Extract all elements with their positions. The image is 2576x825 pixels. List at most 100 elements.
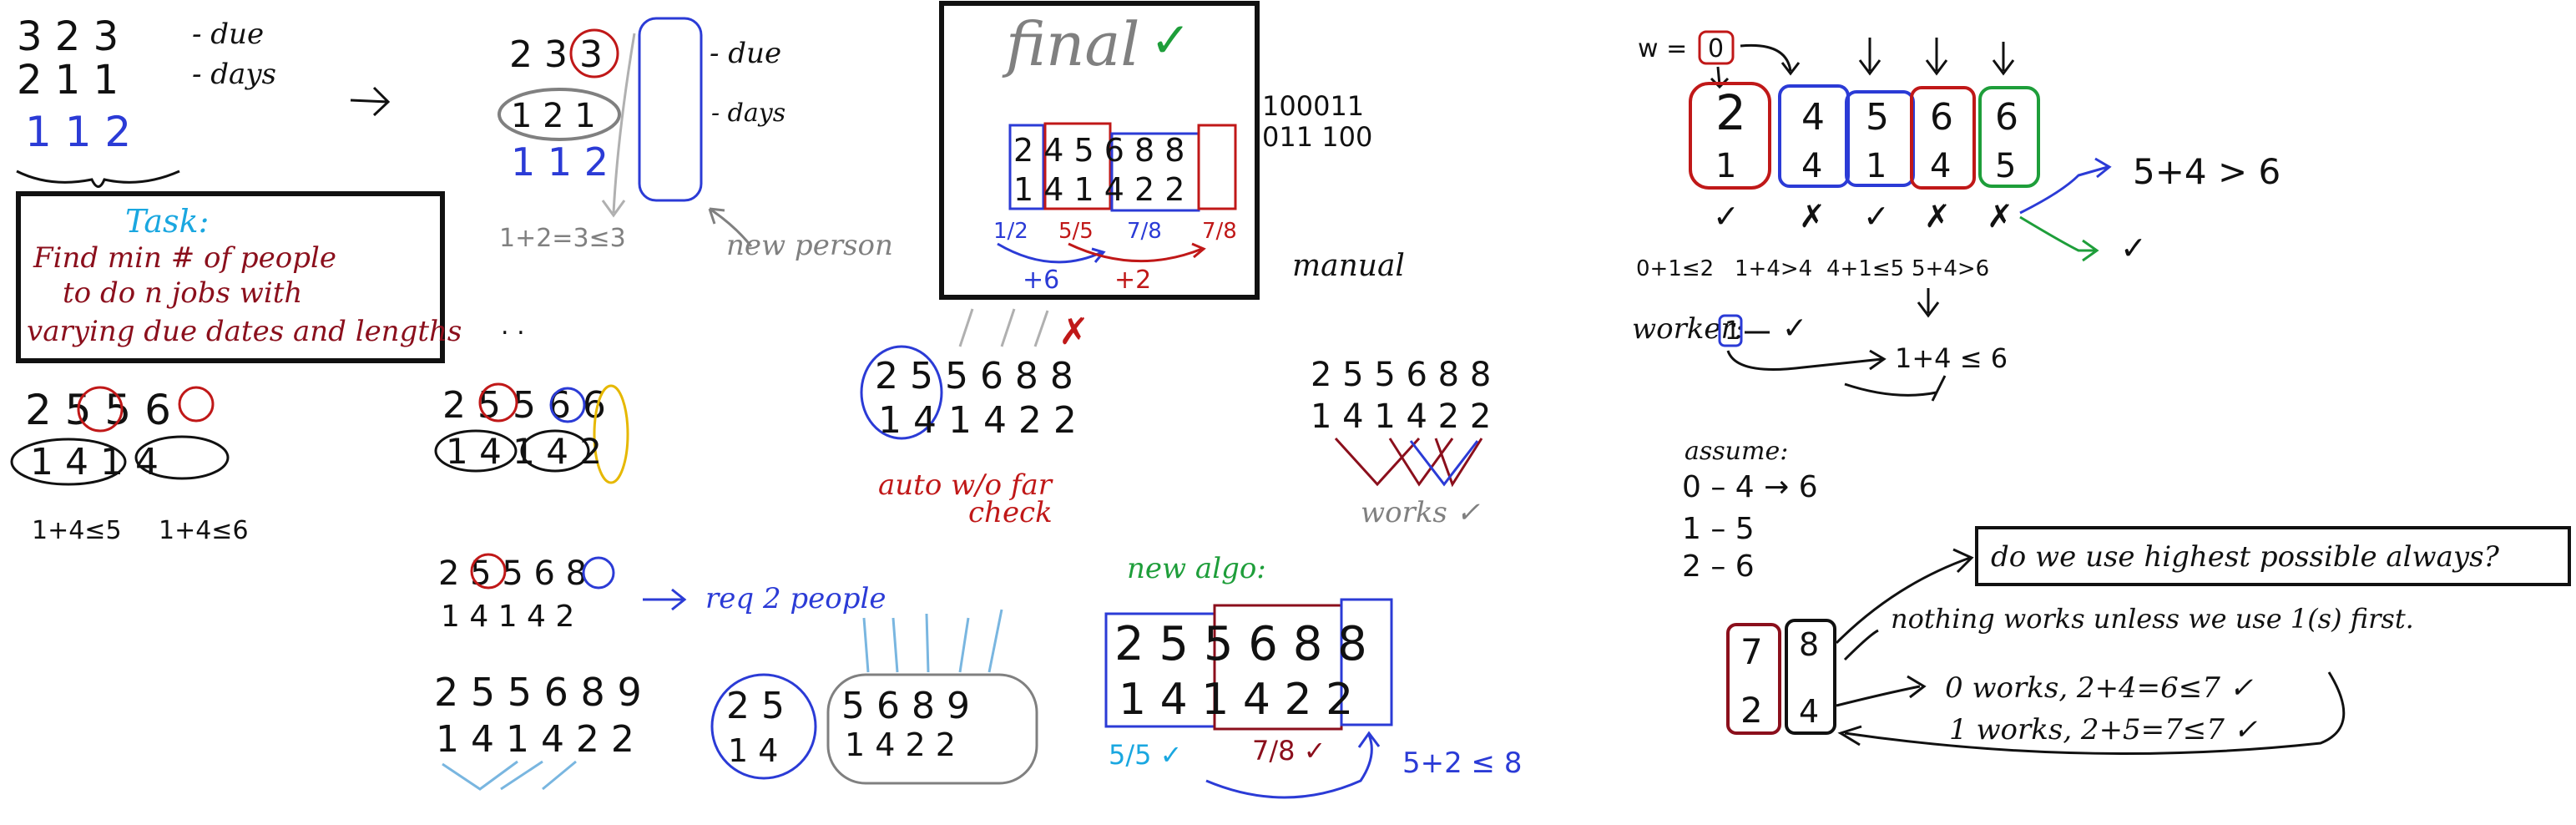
group-b-days: 1 4 2 2 [845, 726, 956, 763]
arrow-down-icon [1992, 42, 2015, 76]
job-due-4: 6 [1995, 96, 2018, 139]
left-section: 3 2 3 - due 2 1 1 - days 1 1 2 Task: Fin… [10, 13, 462, 545]
nothing-works-text: nothing works unless we use 1(s) first. [1891, 603, 2414, 635]
due-row: 3 2 3 [17, 13, 119, 60]
group-ellipse [498, 88, 621, 141]
algo-sum: 5+2 ≤ 8 [1402, 747, 1523, 780]
cross-mark: ✗ [1058, 311, 1089, 353]
group-a-days: 1 4 [728, 732, 778, 769]
question-box [1975, 526, 2571, 586]
underline-arrow [1844, 375, 1947, 402]
worker-label: worker: [1632, 312, 1744, 346]
worker-value: 1 [1725, 316, 1740, 346]
seq4-days: 1 4 1 4 2 2 [436, 718, 634, 761]
bracket [1340, 598, 1393, 726]
assume-label: assume: [1685, 437, 1788, 466]
slack-row: 1 1 2 [25, 108, 131, 156]
final-due: 2 4 5 6 8 8 [1013, 132, 1184, 169]
pointer-lines [862, 609, 1003, 673]
zero-works-text: 0 works, 2+4=6≤7 ✓ [1945, 671, 2253, 705]
job-due-1: 4 [1801, 96, 1825, 139]
group-b-due: 5 6 8 9 [841, 685, 970, 727]
job-days-2: 1 [1866, 147, 1887, 185]
job-mark-4: ✗ [1987, 198, 2013, 235]
link-lines [1334, 437, 1483, 488]
check-3: 5+4>6 [1912, 256, 1989, 281]
job-due-0: 2 [1715, 84, 1746, 141]
w-label: w = [1638, 34, 1687, 63]
final-days: 1 4 1 4 2 2 [1013, 171, 1184, 208]
algo-days: 1 4 1 4 2 2 [1119, 675, 1353, 725]
link-lines [1409, 440, 1479, 487]
final-ratio-2: 5/5 [1058, 219, 1094, 244]
new-person-label: new person [726, 229, 893, 262]
plus-two: +2 [1114, 266, 1151, 295]
final-title: final [1002, 9, 1139, 79]
final-ratio-1: 1/2 [993, 219, 1028, 244]
seq4-due: 2 5 5 6 8 9 [434, 670, 642, 715]
works-label: works ✓ [1361, 496, 1480, 529]
w-value: 0 [1708, 34, 1724, 63]
top-days-label: - days [711, 99, 785, 128]
job-days-0: 1 [1715, 147, 1736, 185]
group-ellipse [434, 429, 518, 473]
branch-arrow-top [2019, 157, 2112, 215]
connector [1843, 629, 1879, 661]
branch-arrow-bottom [2019, 215, 2099, 262]
arrow-down-icon [1858, 38, 1881, 76]
question-text: do we use highest possible always? [1991, 540, 2500, 574]
job-days-3: 4 [1930, 147, 1951, 185]
group-ellipse [860, 345, 943, 440]
job-mark-1: ✗ [1799, 198, 1826, 235]
manual-label: manual [1292, 249, 1405, 283]
one-works-text: 1 works, 2+5=7≤7 ✓ [1949, 713, 2257, 747]
pointer-lines [958, 308, 1049, 347]
branch-top-label: 5+4 > 6 [2133, 151, 2281, 192]
days-label: - days [192, 58, 276, 91]
loop-arrow-icon [1837, 671, 2346, 755]
arrow-icon [1836, 675, 1927, 707]
pair-bottom-right: 4 [1799, 693, 1819, 730]
assume-1: 1 – 5 [1682, 512, 1755, 546]
job-days-1: 4 [1801, 147, 1822, 185]
center-seq-days: 1 4 1 4 2 2 [878, 399, 1077, 442]
pair-box-right [1785, 619, 1836, 735]
new-algo-label: new algo: [1127, 552, 1266, 585]
task-line-1: Find min # of people [33, 241, 336, 275]
group-a-due: 2 5 [726, 685, 785, 727]
worker-box [1718, 314, 1743, 347]
pair-top-right: 8 [1799, 626, 1819, 663]
task-box [16, 191, 445, 363]
top-slack: 1 1 2 [511, 139, 609, 185]
group-ellipse [710, 673, 817, 780]
arrow-icon [1068, 242, 1206, 263]
binary-line-2: 011 100 [1262, 121, 1372, 153]
center-seq2-days: 1 4 1 4 2 2 [1311, 397, 1491, 436]
job-days-4: 5 [1995, 147, 2016, 185]
task-title: Task: [125, 203, 209, 240]
top-due: 2 3 3 [509, 33, 603, 76]
final-ratio-3: 7/8 [1127, 219, 1162, 244]
arrow-icon [1726, 349, 1887, 371]
example-due: 2 5 5 6 [25, 386, 171, 434]
circle-marker [77, 386, 124, 433]
circle-marker [478, 382, 518, 423]
top-check: 1+2=3≤3 [499, 224, 626, 253]
seq3-days: 1 4 1 4 2 [441, 600, 574, 634]
mid-section: 2 3 3 - due 1 2 1 - days 1 1 2 1+2=3≤3 n… [434, 17, 1038, 791]
job-due-3: 6 [1930, 96, 1953, 139]
due-label: - due [192, 18, 264, 51]
pair-top-left: 7 [1740, 631, 1763, 672]
job-box-0 [1689, 82, 1771, 190]
bracket [1043, 122, 1112, 210]
req-two-label: req 2 people [705, 582, 886, 615]
dots: . . [501, 311, 525, 341]
pair-box-left [1726, 623, 1781, 735]
group-ellipse [520, 429, 590, 473]
task-line-2: to do n jobs with [63, 276, 302, 310]
arrow-right-icon [643, 588, 687, 611]
circle-marker [470, 553, 507, 590]
bracket [1197, 124, 1237, 210]
assume-2: 2 – 6 [1682, 549, 1755, 584]
circle-marker [178, 386, 215, 423]
